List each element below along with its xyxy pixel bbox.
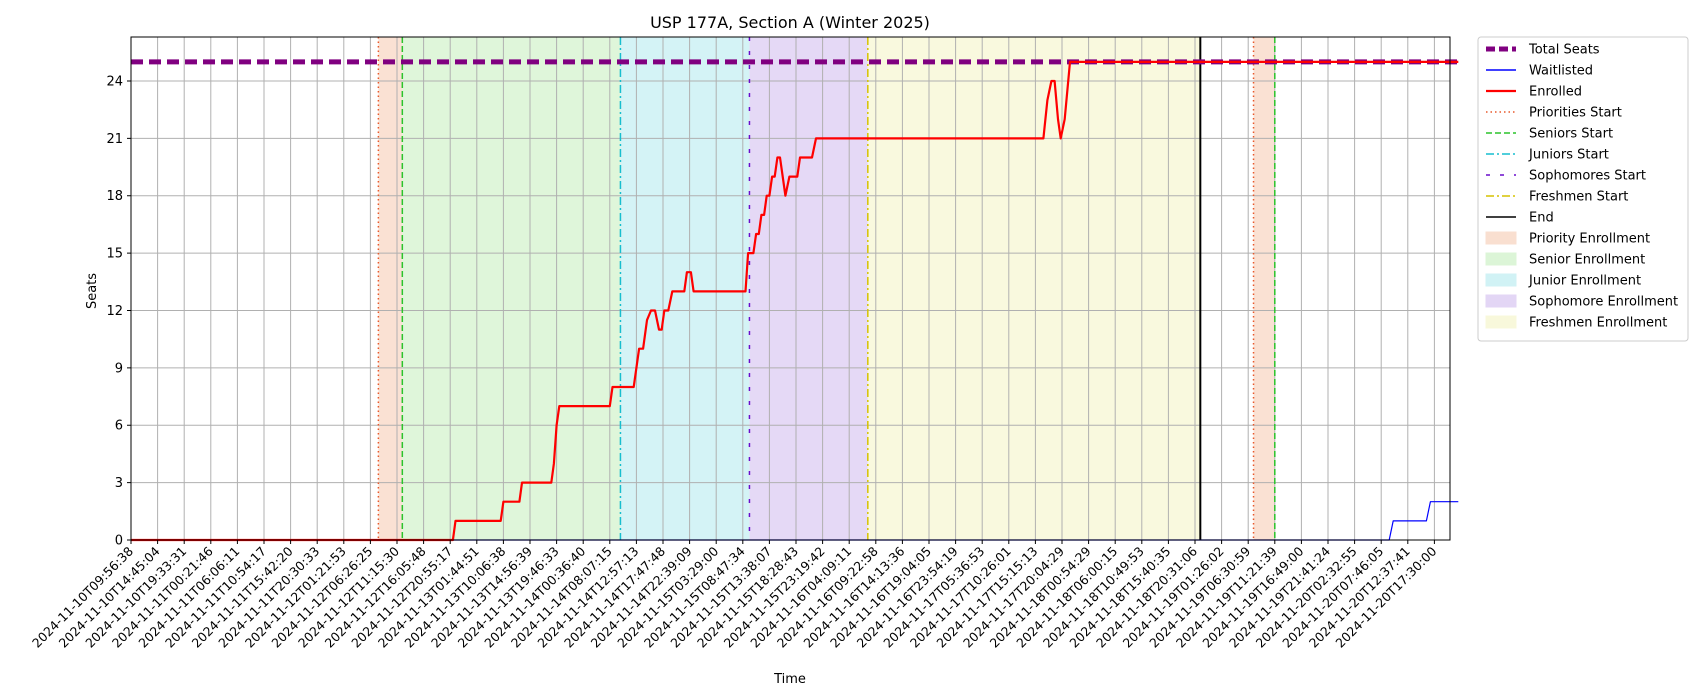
legend-swatch-freshmen-enrollment xyxy=(1485,315,1517,329)
legend-label-priorities-start: Priorities Start xyxy=(1529,106,1622,121)
span-sophomore-enrollment-3 xyxy=(749,37,868,540)
plot-frame xyxy=(130,36,1451,541)
series-enrolled xyxy=(131,60,1459,542)
legend-label-freshmen-enrollment: Freshmen Enrollment xyxy=(1529,316,1667,331)
legend-label-senior-enrollment: Senior Enrollment xyxy=(1529,253,1645,268)
span-priority-enrollment-5 xyxy=(1253,37,1275,540)
legend-label-sophomore-enrollment: Sophomore Enrollment xyxy=(1529,295,1678,310)
legend-swatch-sophomore-enrollment xyxy=(1485,294,1517,308)
legend-label-waitlisted: Waitlisted xyxy=(1529,64,1593,79)
legend-label-juniors-start: Juniors Start xyxy=(1528,148,1609,163)
legend-label-end: End xyxy=(1529,211,1554,226)
y-tick-label: 12 xyxy=(106,304,123,319)
y-tick-label: 24 xyxy=(106,74,123,89)
y-tick-label: 3 xyxy=(115,476,123,491)
chart-title: USP 177A, Section A (Winter 2025) xyxy=(650,13,930,32)
legend-swatch-priority-enrollment xyxy=(1485,231,1517,245)
x-axis-label: Time xyxy=(773,672,806,687)
legend-label-enrolled: Enrolled xyxy=(1529,85,1582,100)
legend-swatch-senior-enrollment xyxy=(1485,252,1517,266)
y-tick-label: 0 xyxy=(115,534,123,549)
legend-label-freshmen-start: Freshmen Start xyxy=(1529,190,1628,205)
span-priority-enrollment-0 xyxy=(378,37,403,540)
y-tick-label: 15 xyxy=(106,247,123,262)
span-freshmen-enrollment-4 xyxy=(867,37,1201,540)
grid xyxy=(130,37,1450,541)
legend-swatch-junior-enrollment xyxy=(1485,273,1517,287)
legend-label-seniors-start: Seniors Start xyxy=(1529,127,1613,142)
y-tick-label: 6 xyxy=(115,419,123,434)
legend-label-total-seats: Total Seats xyxy=(1528,43,1600,58)
legend-box xyxy=(1477,36,1689,342)
y-axis-label: Seats xyxy=(85,273,100,309)
legend-label-junior-enrollment: Junior Enrollment xyxy=(1528,274,1641,289)
y-tick-label: 18 xyxy=(106,189,123,204)
span-senior-enrollment-1 xyxy=(402,37,621,540)
y-tick-label: 9 xyxy=(115,361,123,376)
legend: Total Seats Waitlisted Enrolled Priorities … xyxy=(1477,36,1689,342)
legend-label-sophomores-start: Sophomores Start xyxy=(1529,169,1646,184)
y-tick-label: 21 xyxy=(106,132,123,147)
legend-label-priority-enrollment: Priority Enrollment xyxy=(1529,232,1650,247)
plot-area: 036912151821242024-11-10T09:56:382024-11… xyxy=(29,36,1459,651)
